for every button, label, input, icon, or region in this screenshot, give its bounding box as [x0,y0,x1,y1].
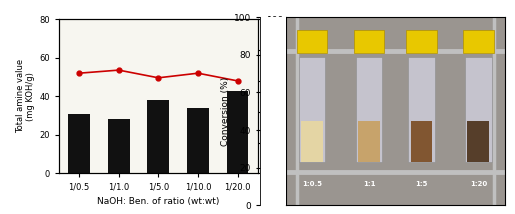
Bar [410,121,433,162]
Bar [356,57,382,162]
Bar [297,30,328,53]
Y-axis label: Total amine value
(mg KOH/g): Total amine value (mg KOH/g) [16,59,36,133]
Text: 1:1: 1:1 [363,181,375,187]
Bar [227,91,248,173]
Bar [468,121,489,162]
X-axis label: NaOH: Ben. of ratio (wt:wt): NaOH: Ben. of ratio (wt:wt) [97,197,219,206]
Bar [68,114,90,173]
Bar [299,57,325,162]
Text: 1:20: 1:20 [470,181,487,187]
Text: 1:5: 1:5 [415,181,428,187]
Bar [354,30,384,53]
Bar [358,121,380,162]
Bar [466,57,491,162]
Bar [301,121,323,162]
Bar [147,100,169,173]
Bar [187,108,209,173]
Bar [406,30,437,53]
Y-axis label: Conversion (%): Conversion (%) [288,62,297,131]
Y-axis label: Conversion (%): Conversion (%) [220,77,230,146]
Bar [408,57,435,162]
Text: 1:0.5: 1:0.5 [302,181,322,187]
Bar [108,119,130,173]
Bar [463,30,494,53]
